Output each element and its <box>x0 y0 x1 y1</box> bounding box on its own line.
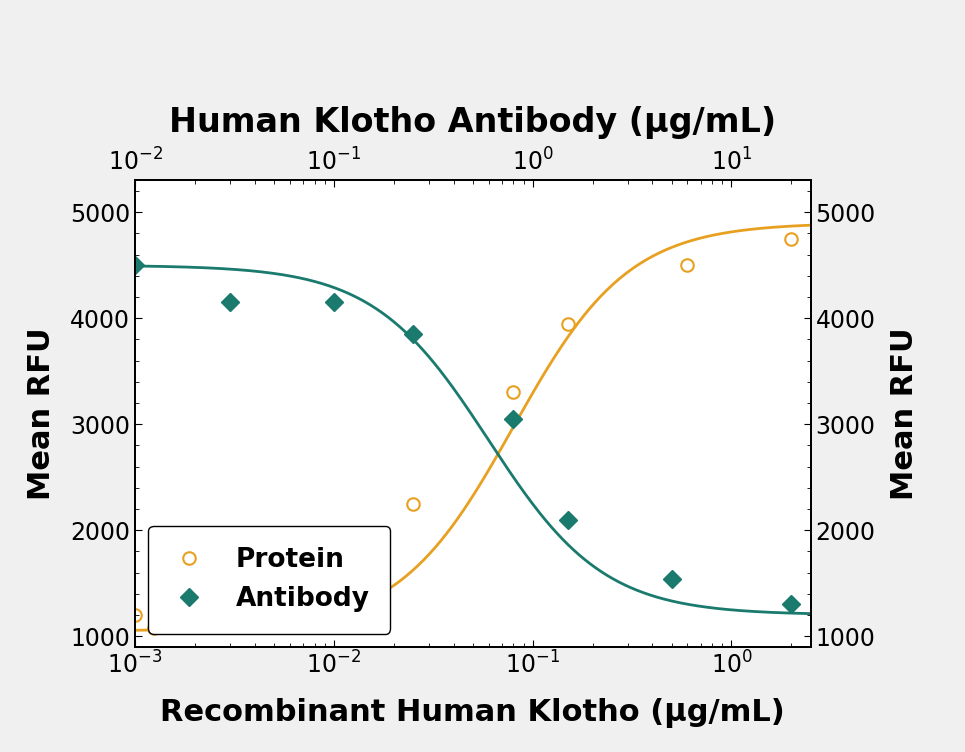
Antibody <box>328 298 340 307</box>
Antibody <box>786 600 797 609</box>
Protein <box>407 499 419 508</box>
Protein <box>681 261 693 270</box>
Protein <box>562 319 573 328</box>
Antibody <box>508 414 519 423</box>
Antibody <box>666 575 677 584</box>
Antibody <box>224 298 235 307</box>
Antibody <box>562 515 573 524</box>
X-axis label: Human Klotho Antibody (μg/mL): Human Klotho Antibody (μg/mL) <box>169 106 777 139</box>
X-axis label: Recombinant Human Klotho (μg/mL): Recombinant Human Klotho (μg/mL) <box>160 698 786 728</box>
Protein <box>786 235 797 244</box>
Protein <box>508 388 519 397</box>
Protein <box>149 623 160 632</box>
Protein <box>129 611 141 620</box>
Y-axis label: Mean RFU: Mean RFU <box>890 327 919 500</box>
Protein <box>309 578 320 587</box>
Protein <box>249 616 261 625</box>
Line: Antibody: Antibody <box>129 259 798 611</box>
Y-axis label: Mean RFU: Mean RFU <box>27 327 56 500</box>
Antibody <box>407 329 419 338</box>
Antibody <box>129 261 141 270</box>
Legend: Protein, Antibody: Protein, Antibody <box>149 526 391 633</box>
Line: Protein: Protein <box>129 232 798 634</box>
